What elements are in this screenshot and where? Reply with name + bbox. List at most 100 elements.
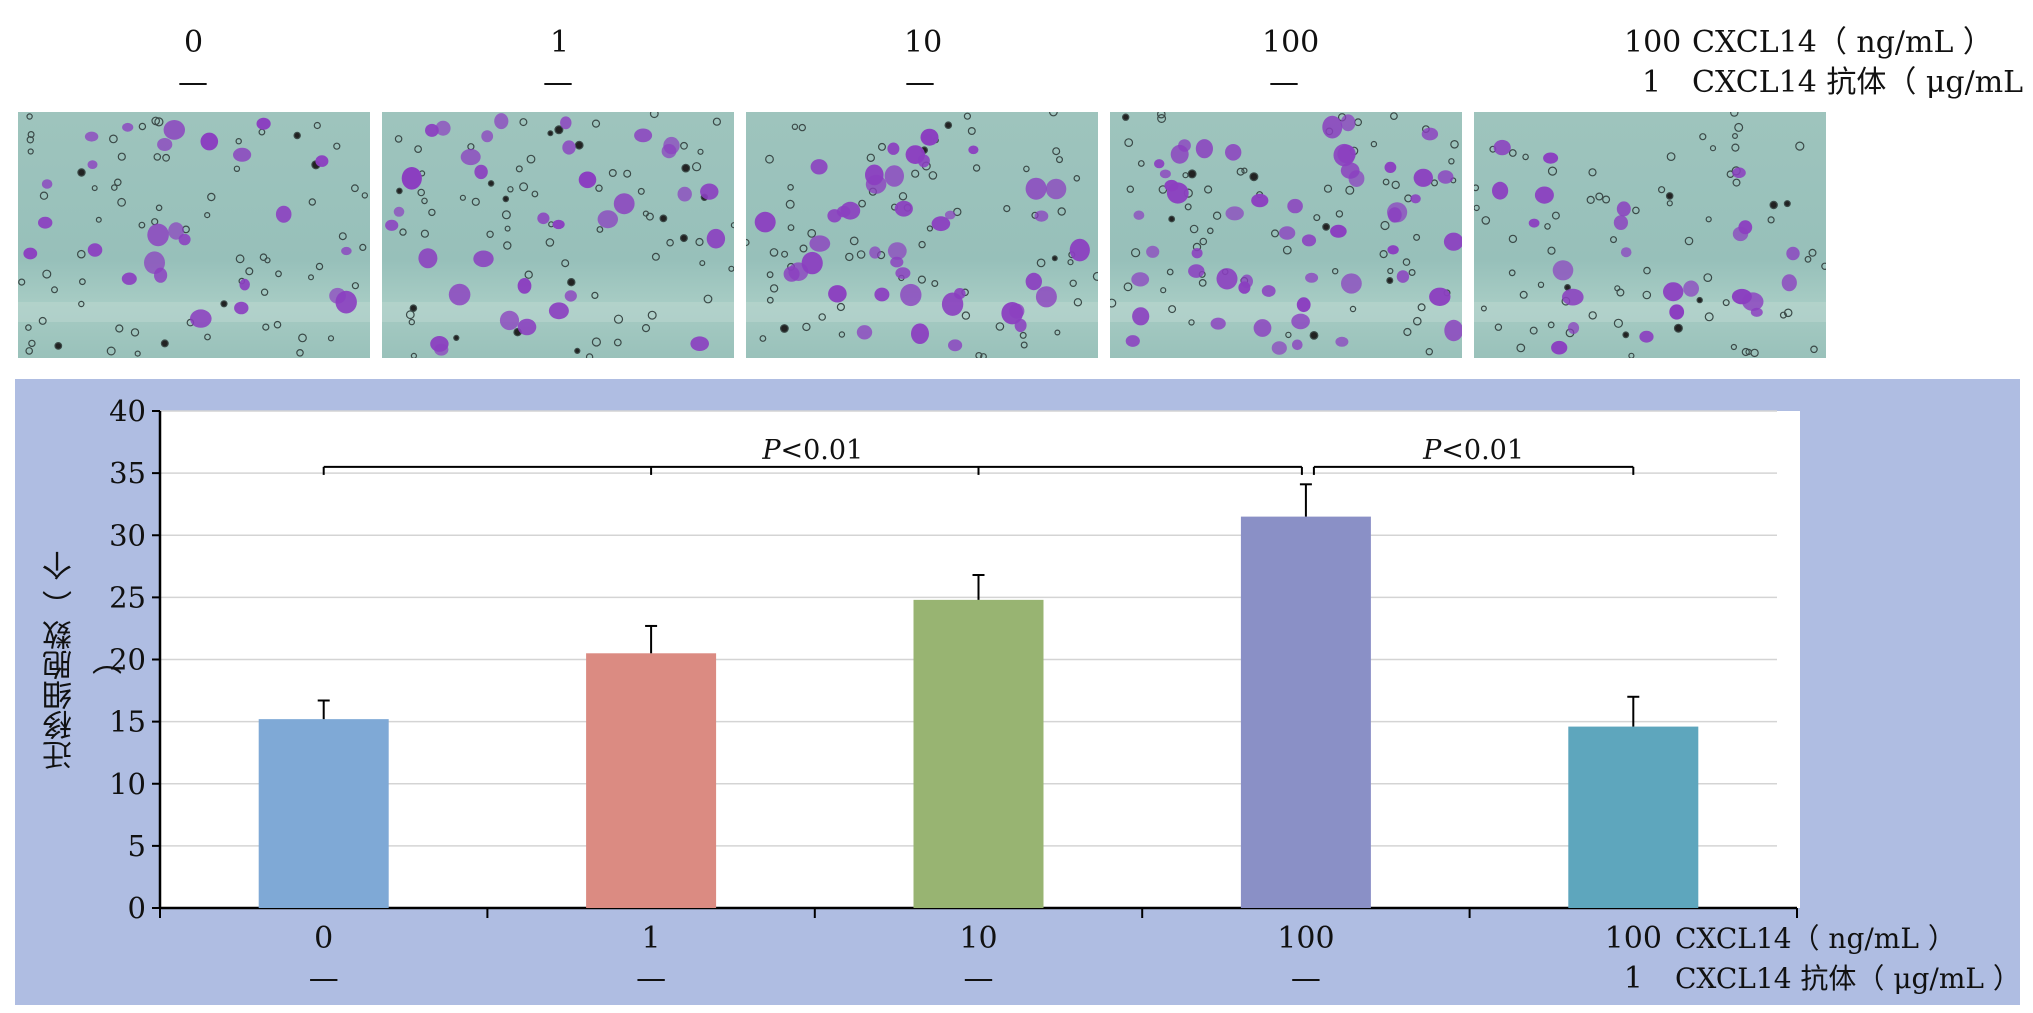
membrane-pore: [50, 286, 58, 294]
migrated-cell: [84, 131, 99, 142]
membrane-pore: [1382, 178, 1390, 186]
membrane-pore: [1703, 273, 1713, 283]
membrane-pore: [647, 310, 657, 320]
x-tick-label-concentration: 0: [314, 921, 333, 956]
membrane-pore: [130, 328, 140, 337]
membrane-pore: [1345, 185, 1355, 195]
membrane-pore: [1622, 331, 1630, 339]
membrane-pore: [235, 138, 242, 145]
membrane-pore: [595, 184, 603, 192]
y-tick-label: 0: [128, 891, 146, 925]
membrane-pore: [1508, 234, 1518, 244]
top-conc-label: 10: [904, 25, 943, 60]
membrane-pore: [114, 178, 122, 187]
membrane-pore: [1665, 192, 1674, 200]
membrane-pore: [1073, 175, 1081, 182]
membrane-pore: [1122, 113, 1130, 121]
y-tick-label: 40: [109, 394, 146, 428]
migrated-cell: [754, 211, 776, 233]
migrated-cell: [1341, 273, 1362, 294]
migrated-cell: [1387, 207, 1402, 223]
membrane-pore: [1613, 318, 1623, 328]
membrane-pore: [408, 318, 415, 326]
migrated-cell: [1551, 340, 1568, 355]
membrane-pore: [807, 228, 817, 238]
membrane-pore: [1666, 200, 1673, 207]
migrated-cell: [1271, 341, 1287, 355]
membrane-pore: [138, 122, 147, 131]
membrane-pore: [115, 324, 124, 333]
membrane-pore: [728, 265, 734, 272]
membrane-pore: [25, 324, 32, 331]
migrated-cell: [884, 165, 904, 187]
membrane-pore: [1537, 281, 1545, 288]
top-antibody-label: —: [905, 65, 935, 100]
membrane-pore: [1474, 204, 1480, 212]
migrated-cell: [948, 339, 963, 352]
membrane-pore: [591, 337, 601, 347]
membrane-pore: [338, 232, 347, 241]
membrane-pore: [918, 240, 926, 249]
membrane-pore: [972, 164, 981, 172]
membrane-pore: [1666, 152, 1676, 161]
membrane-pore: [91, 185, 98, 192]
membrane-pore: [1731, 143, 1740, 152]
migrated-cell: [944, 210, 956, 220]
membrane-pore: [504, 225, 511, 232]
membrane-pore: [1705, 216, 1712, 223]
x-tick-label-antibody: 1: [1624, 961, 1643, 996]
membrane-pore: [26, 113, 33, 120]
migrated-cell: [157, 138, 173, 151]
x-row1-unit-label: CXCL14（ ng/mL ）: [1675, 922, 1956, 955]
membrane-pore: [1052, 147, 1061, 156]
membrane-pore: [38, 316, 47, 325]
x-tick-label-antibody: —: [636, 961, 666, 996]
membrane-pore: [503, 241, 512, 250]
migrated-cell: [233, 147, 252, 162]
membrane-pore: [1023, 165, 1030, 173]
migrated-cell: [1305, 272, 1319, 283]
migrated-cell: [1562, 288, 1584, 306]
membrane-pore: [138, 221, 146, 229]
membrane-pore: [1588, 311, 1597, 320]
migrated-cell: [1146, 245, 1160, 258]
membrane-pore: [293, 131, 301, 140]
migrated-cell: [911, 323, 929, 344]
migrated-cell: [1131, 272, 1150, 287]
top-conc-label: 1: [550, 25, 570, 60]
membrane-pore: [1616, 288, 1625, 297]
membrane-pore: [1203, 185, 1213, 194]
migrated-cell: [1437, 170, 1454, 184]
migrated-cell: [1429, 287, 1451, 306]
membrane-pore: [1137, 160, 1145, 167]
migrated-cell: [275, 205, 292, 223]
membrane-pore: [769, 284, 779, 293]
membrane-pore: [1730, 112, 1739, 117]
membrane-pore: [106, 346, 116, 356]
migrated-cell: [597, 210, 618, 229]
membrane-pore: [315, 262, 324, 271]
membrane-pore: [1049, 112, 1058, 117]
migrated-cell: [1528, 218, 1540, 228]
membrane-pore: [1370, 140, 1378, 148]
migrated-cell: [499, 310, 520, 331]
membrane-pore: [421, 197, 428, 205]
membrane-pore: [1189, 224, 1199, 234]
membrane-pore: [878, 142, 887, 151]
migrated-cell: [1191, 248, 1203, 259]
top-antibody-label: 1: [1642, 65, 1662, 100]
membrane-pore: [1282, 245, 1292, 255]
migrated-cell: [1132, 307, 1150, 326]
migrated-cell: [1384, 161, 1397, 173]
membrane-pore: [519, 118, 528, 127]
membrane-pore: [911, 169, 920, 178]
migrated-cell: [494, 113, 509, 130]
migrated-cell: [163, 120, 185, 140]
membrane-pore: [1732, 178, 1741, 187]
membrane-pore: [207, 192, 216, 202]
migrated-cell: [1335, 336, 1349, 347]
membrane-pore: [235, 254, 245, 264]
membrane-pore: [1168, 215, 1176, 223]
top-conc-label: 100: [1624, 25, 1682, 60]
migrated-cell: [315, 155, 329, 167]
